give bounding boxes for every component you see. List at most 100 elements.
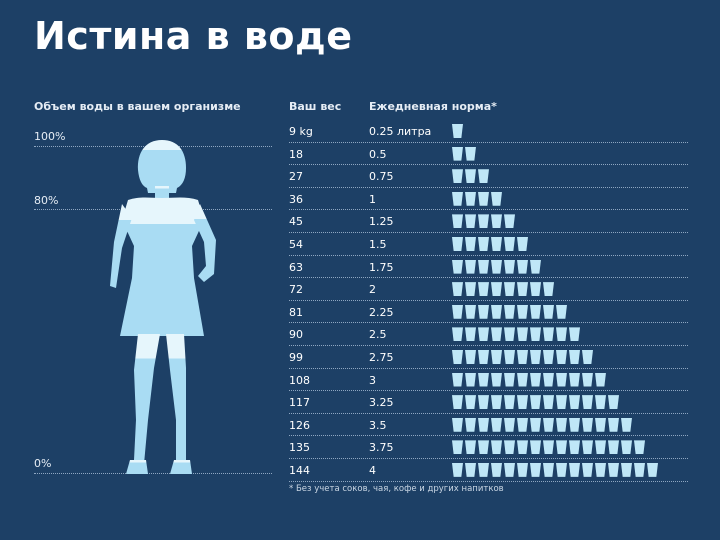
water-norm-table: 9 kg 0.25 литра 18 0.5 27 0.75 36 1 45 1.25 54 1.5 6… [289, 120, 688, 482]
water-glass-icon [478, 304, 489, 319]
water-glass-icon [530, 282, 541, 297]
glasses-bar [452, 304, 567, 319]
water-glass-icon [582, 372, 593, 387]
water-glass-icon [465, 282, 476, 297]
glasses-bar [452, 282, 554, 297]
water-glass-icon [595, 417, 606, 432]
glasses-bar [452, 440, 645, 455]
water-glass-icon [478, 440, 489, 455]
water-glass-icon [569, 349, 580, 364]
water-glass-icon [543, 282, 554, 297]
water-glass-icon [478, 214, 489, 229]
water-glass-icon [491, 349, 502, 364]
table-row: 27 0.75 [289, 165, 688, 188]
table-row: 99 2.75 [289, 346, 688, 369]
water-glass-icon [478, 327, 489, 342]
water-glass-icon [556, 395, 567, 410]
water-glass-icon [491, 417, 502, 432]
water-glass-icon [452, 191, 463, 206]
water-glass-icon [504, 440, 515, 455]
weight-value: 90 [289, 328, 303, 342]
weight-value: 36 [289, 192, 303, 206]
water-glass-icon [556, 304, 567, 319]
water-glass-icon [465, 236, 476, 251]
weight-value: 81 [289, 305, 303, 319]
weight-value: 144 [289, 463, 310, 477]
water-glass-icon [543, 327, 554, 342]
water-glass-icon [582, 417, 593, 432]
water-glass-icon [478, 372, 489, 387]
water-glass-icon [452, 349, 463, 364]
weight-value: 108 [289, 373, 310, 387]
water-glass-icon [504, 395, 515, 410]
footnote: * Без учета соков, чая, кофе и других на… [289, 484, 504, 494]
water-glass-icon [452, 236, 463, 251]
liters-value: 0.25 литра [369, 125, 432, 138]
water-glass-icon [595, 372, 606, 387]
weight-value: 126 [289, 418, 310, 432]
water-glass-icon [517, 417, 528, 432]
weight-value: 45 [289, 215, 303, 229]
water-glass-icon [543, 440, 554, 455]
water-glass-icon [621, 462, 632, 477]
water-glass-icon [491, 191, 502, 206]
table-row: 135 3.75 [289, 436, 688, 459]
liters-value: 0.5 [369, 147, 387, 161]
table-row: 108 3 [289, 369, 688, 392]
water-glass-icon [517, 462, 528, 477]
table-row: 72 2 [289, 278, 688, 301]
liters-value: 2.75 [369, 350, 394, 364]
woman-silhouette-icon [110, 140, 216, 474]
liters-value: 0.75 [369, 170, 394, 184]
glasses-bar [452, 349, 593, 364]
water-glass-icon [491, 282, 502, 297]
water-glass-icon [543, 462, 554, 477]
glasses-bar [452, 259, 541, 274]
water-glass-icon [569, 417, 580, 432]
water-glass-icon [543, 372, 554, 387]
water-glass-icon [556, 372, 567, 387]
water-glass-icon [595, 440, 606, 455]
weight-value: 99 [289, 350, 303, 364]
liters-value: 2.5 [369, 328, 387, 342]
glasses-bar [452, 395, 619, 410]
water-glass-icon [569, 327, 580, 342]
water-glass-icon [647, 462, 658, 477]
water-glass-icon [569, 372, 580, 387]
water-glass-icon [491, 372, 502, 387]
water-glass-icon [530, 349, 541, 364]
glasses-bar [452, 462, 658, 477]
water-glass-icon [530, 395, 541, 410]
glasses-bar [452, 417, 632, 432]
water-glass-icon [478, 169, 489, 184]
water-glass-icon [517, 372, 528, 387]
water-glass-icon [517, 282, 528, 297]
water-glass-icon [556, 440, 567, 455]
water-glass-icon [452, 372, 463, 387]
weight-value: 135 [289, 441, 310, 455]
water-glass-icon [478, 191, 489, 206]
water-glass-icon [452, 169, 463, 184]
water-glass-icon [517, 304, 528, 319]
glasses-bar [452, 169, 489, 184]
weight-value: 18 [289, 147, 303, 161]
water-glass-icon [530, 462, 541, 477]
water-glass-icon [465, 327, 476, 342]
table-row: 117 3.25 [289, 391, 688, 414]
weight-value: 117 [289, 396, 310, 410]
water-glass-icon [595, 395, 606, 410]
table-row: 126 3.5 [289, 414, 688, 437]
weight-value: 72 [289, 283, 303, 297]
water-glass-icon [491, 440, 502, 455]
table-row: 18 0.5 [289, 143, 688, 166]
water-glass-icon [452, 462, 463, 477]
weight-value: 9 kg [289, 125, 313, 138]
table-row: 90 2.5 [289, 323, 688, 346]
liters-value: 2 [369, 283, 376, 297]
water-glass-icon [504, 304, 515, 319]
water-glass-icon [478, 417, 489, 432]
liters-value: 3 [369, 373, 376, 387]
water-glass-icon [504, 462, 515, 477]
water-glass-icon [530, 259, 541, 274]
water-glass-icon [452, 214, 463, 229]
